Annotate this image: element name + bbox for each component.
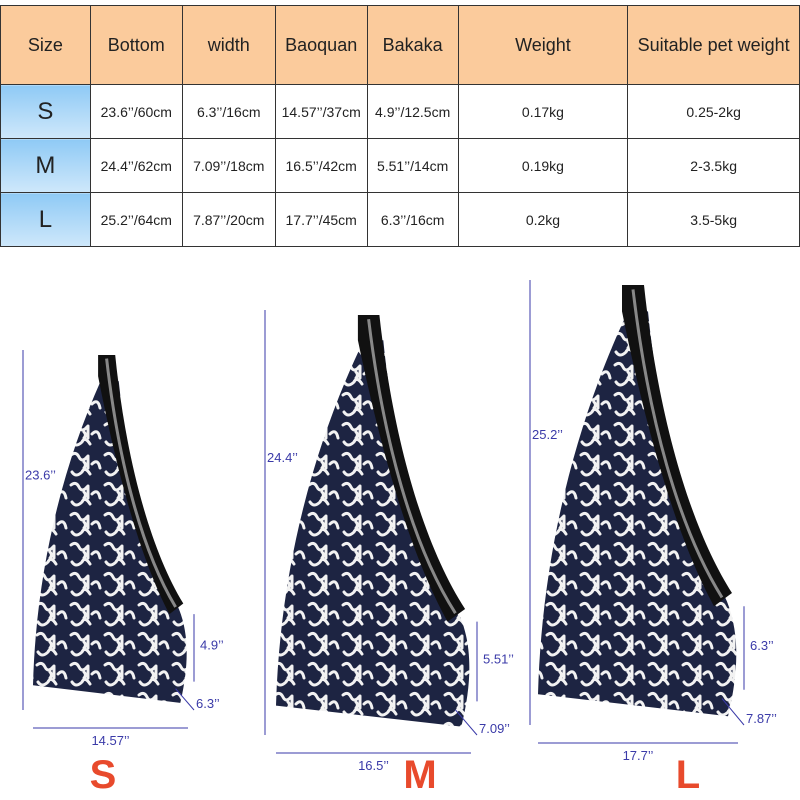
size-table: Size Bottom width Baoquan Bakaka Weight Suitab… bbox=[0, 5, 800, 247]
bottom-label: 17.7’’ bbox=[623, 748, 654, 763]
bag-strap bbox=[98, 355, 184, 615]
width-label: 7.87’’ bbox=[746, 711, 777, 726]
table-cell: 7.87’’/20cm bbox=[181, 192, 276, 247]
table-cell: 14.57’’/37cm bbox=[274, 84, 368, 139]
bag-strap bbox=[357, 315, 466, 622]
height-label: 25.2’’ bbox=[532, 427, 563, 442]
table-cell: 5.51’’/14cm bbox=[366, 138, 459, 193]
table-cell: 17.7’’/45cm bbox=[274, 192, 368, 247]
header-cell: Bakaka bbox=[366, 5, 459, 85]
table-cell: 25.2’’/64cm bbox=[89, 192, 183, 247]
width-line bbox=[721, 698, 745, 726]
bakaka-label: 6.3’’ bbox=[750, 638, 774, 653]
table-row: M 24.4’’/62cm 7.09’’/18cm 16.5’’/42cm 5.51’’… bbox=[0, 138, 800, 193]
header-cell: Size bbox=[0, 5, 91, 85]
table-cell: 16.5’’/42cm bbox=[274, 138, 368, 193]
table-cell: 6.3’’/16cm bbox=[181, 84, 276, 139]
bag-body bbox=[538, 311, 737, 717]
table-cell: 0.17kg bbox=[457, 84, 629, 139]
bottom-label: 16.5’’ bbox=[358, 758, 389, 773]
header-row: Size Bottom width Baoquan Bakaka Weight Suitab… bbox=[0, 5, 800, 85]
strap-stripe bbox=[367, 319, 457, 615]
size-letter: S bbox=[90, 753, 117, 797]
table-row: L 25.2’’/64cm 7.87’’/20cm 17.7’’/45cm 6.3’’/… bbox=[0, 192, 800, 247]
bag-body bbox=[33, 376, 187, 703]
table-cell: 3.5-5kg bbox=[627, 192, 800, 247]
width-label: 7.09’’ bbox=[479, 721, 510, 736]
size-letter: M bbox=[403, 753, 436, 797]
width-line bbox=[455, 709, 478, 736]
table-row: S 23.6’’/60cm 6.3’’/16cm 14.57’’/37cm 4.9’’/… bbox=[0, 84, 800, 139]
bakaka-label: 5.51’’ bbox=[483, 652, 514, 667]
header-cell: Suitable pet weight bbox=[627, 5, 800, 85]
table-cell: S bbox=[0, 84, 91, 139]
table-cell: 24.4’’/62cm bbox=[89, 138, 183, 193]
table-cell: 4.9’’/12.5cm bbox=[366, 84, 459, 139]
bottom-label: 14.57’’ bbox=[91, 733, 129, 748]
width-label: 6.3’’ bbox=[196, 696, 220, 711]
header-cell: Weight bbox=[457, 5, 629, 85]
strap-stripe bbox=[631, 289, 724, 599]
height-label: 24.4’’ bbox=[267, 450, 298, 465]
bag-strap bbox=[622, 285, 732, 607]
size-letter: L bbox=[676, 753, 700, 797]
width-line bbox=[175, 688, 195, 711]
header-cell: Baoquan bbox=[274, 5, 368, 85]
bakaka-label: 4.9’’ bbox=[200, 638, 224, 653]
strap-stripe bbox=[105, 358, 177, 608]
bag-body bbox=[276, 340, 470, 727]
table-cell: M bbox=[0, 138, 91, 193]
table-cell: L bbox=[0, 192, 91, 247]
height-label: 23.6’’ bbox=[25, 467, 56, 482]
table-cell: 6.3’’/16cm bbox=[366, 192, 459, 247]
